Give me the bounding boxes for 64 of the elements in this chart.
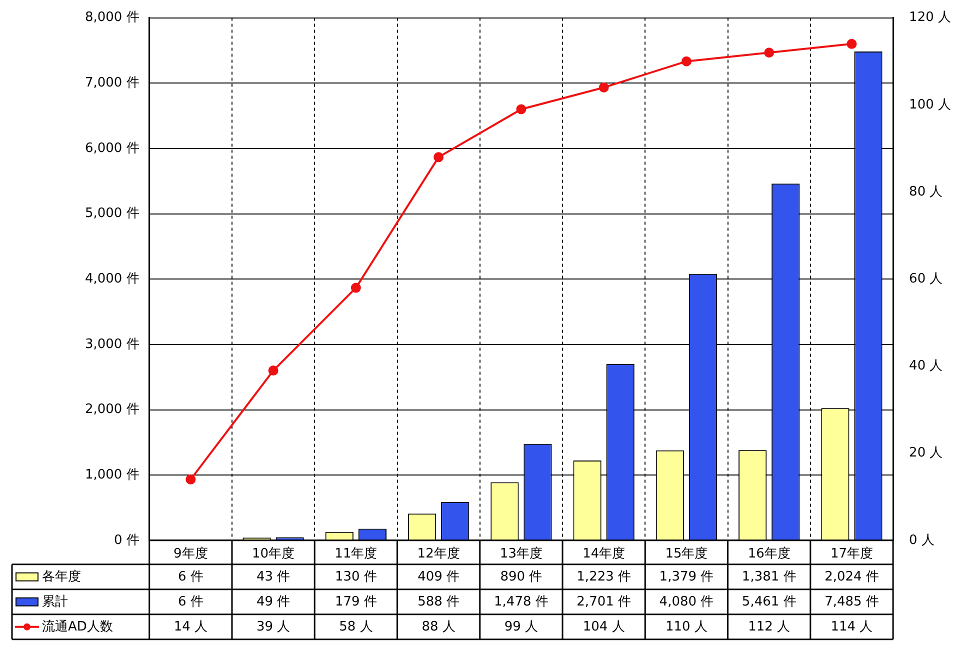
y2-tick-label: 120 人 bbox=[909, 10, 952, 26]
legend-label: 累計 bbox=[42, 594, 68, 610]
data-label: 890 件 bbox=[500, 569, 542, 584]
y2-tick-label: 100 人 bbox=[909, 97, 952, 112]
point bbox=[598, 82, 609, 92]
data-label: 130 件 bbox=[334, 569, 377, 584]
data-label: 49 件 bbox=[256, 594, 290, 610]
x-tick-label: 10年度 bbox=[252, 546, 295, 562]
x-tick-label: 15年度 bbox=[665, 546, 708, 562]
y2-tick-label: 0 人 bbox=[909, 532, 934, 548]
data-label: 1,381 件 bbox=[742, 569, 796, 584]
y-tick-label: 5,000 件 bbox=[84, 206, 140, 222]
data-label: 39 人 bbox=[256, 619, 290, 634]
data-label: 6 件 bbox=[178, 569, 204, 584]
data-label: 7,485 件 bbox=[824, 594, 879, 610]
x-tick-label: 13年度 bbox=[500, 546, 542, 562]
y2-tick-label: 60 人 bbox=[909, 271, 943, 286]
data-label: 179 件 bbox=[334, 594, 377, 610]
data-label: 1,379 件 bbox=[659, 569, 714, 584]
data-label: 2,701 件 bbox=[576, 594, 632, 610]
y-tick-label: 0 件 bbox=[114, 532, 140, 548]
data-label: 114 人 bbox=[830, 619, 873, 634]
y-tick-label: 6,000 件 bbox=[84, 140, 140, 156]
legend-label: 各年度 bbox=[42, 568, 81, 584]
y2-tick-label: 40 人 bbox=[909, 358, 943, 374]
y-tick-label: 7,000 件 bbox=[84, 76, 140, 90]
point bbox=[434, 152, 444, 162]
y-tick-label: 2,000 件 bbox=[84, 402, 140, 418]
y2-tick-label: 20 人 bbox=[909, 446, 943, 461]
data-label: 6 件 bbox=[178, 594, 204, 610]
x-tick-label: 16年度 bbox=[748, 546, 790, 562]
data-label: 1,478 件 bbox=[494, 594, 548, 610]
data-label: 110 人 bbox=[665, 619, 708, 634]
data-label: 5,461 件 bbox=[742, 594, 796, 610]
data-label: 99 人 bbox=[504, 619, 538, 634]
point bbox=[846, 38, 857, 49]
point bbox=[764, 48, 774, 58]
data-label: 58 人 bbox=[339, 619, 373, 634]
x-tick-label: 14年度 bbox=[582, 546, 626, 562]
data-label: 1,223 件 bbox=[576, 569, 632, 584]
data-label: 588 件 bbox=[418, 594, 460, 610]
data-label: 88 人 bbox=[422, 619, 456, 634]
data-label: 112 人 bbox=[748, 619, 790, 634]
data-label: 14 人 bbox=[174, 619, 208, 634]
point bbox=[186, 474, 196, 484]
data-label: 4,080 件 bbox=[659, 594, 714, 610]
data-label: 43 件 bbox=[256, 569, 290, 584]
x-tick-label: 12年度 bbox=[417, 546, 460, 562]
y-tick-label: 3,000 件 bbox=[84, 336, 140, 352]
point bbox=[516, 104, 526, 114]
y-tick-label: 8,000 件 bbox=[84, 10, 140, 26]
y-tick-label: 4,000 件 bbox=[84, 271, 140, 286]
legend-label: 流通AD人数 bbox=[42, 618, 113, 634]
data-label: 2,024 件 bbox=[824, 569, 879, 584]
point bbox=[681, 56, 692, 66]
data-label: 409 件 bbox=[418, 569, 460, 584]
x-tick-label: 9年度 bbox=[174, 546, 208, 562]
point bbox=[350, 282, 361, 293]
data-label: 104 人 bbox=[582, 619, 625, 634]
x-tick-label: 11年度 bbox=[334, 546, 378, 562]
y-tick-label: 1,000 件 bbox=[84, 467, 140, 482]
point bbox=[268, 366, 278, 376]
x-tick-label: 17年度 bbox=[830, 546, 874, 562]
y2-tick-label: 80 人 bbox=[909, 184, 943, 200]
